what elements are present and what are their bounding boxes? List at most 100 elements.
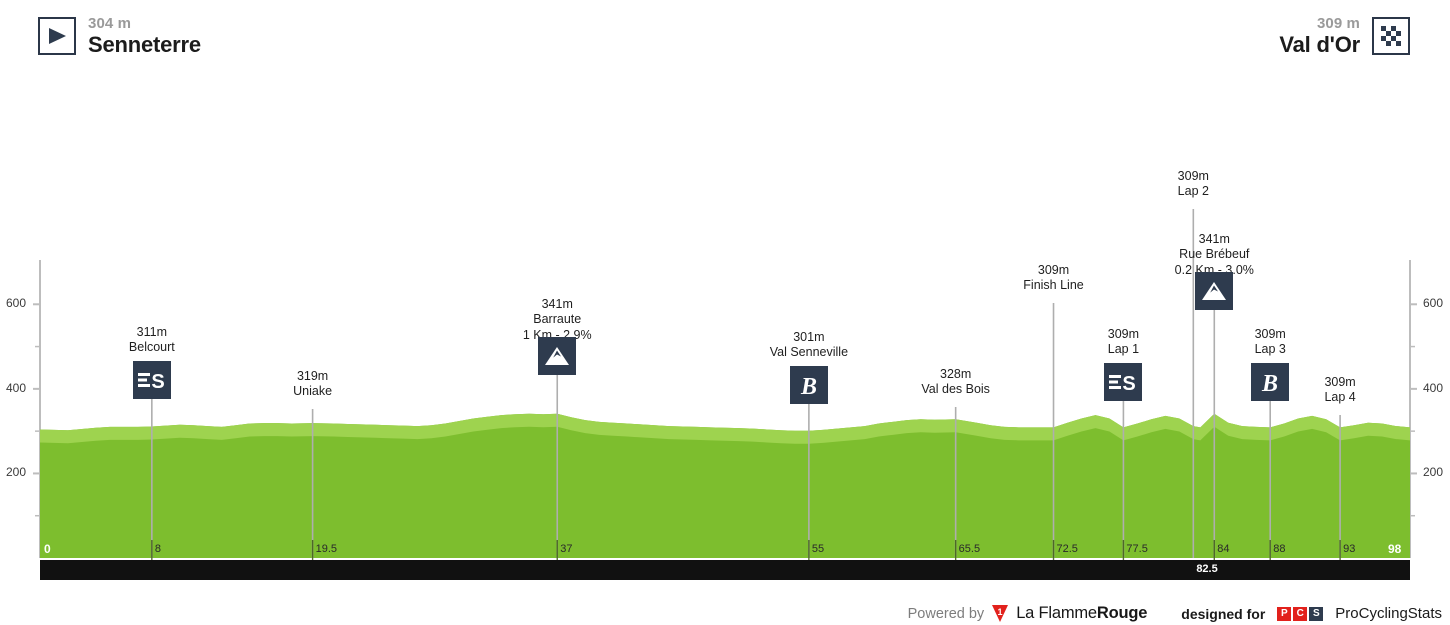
poi-label: 309m Lap 4 xyxy=(1324,375,1355,406)
poi-altitude: 309m xyxy=(1177,169,1209,183)
pcs-name: ProCyclingStats xyxy=(1335,605,1442,622)
poi-badge-mountain[interactable] xyxy=(1195,272,1234,310)
x-axis-label: 72.5 xyxy=(1056,543,1078,555)
finish-altitude: 309 m xyxy=(1316,15,1360,32)
x-axis-label-lap2: 82.5 xyxy=(1196,563,1218,575)
x-axis-label-start: 0 xyxy=(44,542,51,556)
poi-name: Belcourt xyxy=(128,340,175,355)
x-axis-label: 19.5 xyxy=(315,543,338,555)
pcs-chip-s: S xyxy=(1309,606,1324,621)
start-flag-icon xyxy=(38,17,76,56)
x-axis-label: 84 xyxy=(1217,543,1230,555)
mountain-icon xyxy=(545,347,570,365)
poi-name: Uniake xyxy=(293,384,333,399)
designed-for-label: designed for xyxy=(1181,605,1266,622)
stage-finish-header: 309 m Val d'Or xyxy=(1279,15,1410,58)
poi-altitude: 309m xyxy=(1107,327,1140,341)
poi-altitude: 341m xyxy=(1198,232,1230,246)
poi-name: Val des Bois xyxy=(921,382,990,397)
elevation-area xyxy=(40,413,1410,558)
poi-badge-sprint[interactable]: S xyxy=(132,361,171,399)
bonus-seconds-icon: B xyxy=(1261,371,1278,394)
x-axis-label: 37 xyxy=(560,543,573,555)
stage-start-header: 304 m Senneterre xyxy=(38,15,201,58)
poi-label: 309m Lap 1 xyxy=(1108,327,1139,358)
svg-text:B: B xyxy=(1261,371,1278,394)
poi-name: Val Senneville xyxy=(769,345,849,360)
y-axis-label: 600 xyxy=(1423,296,1444,311)
poi-name: Lap 4 xyxy=(1324,390,1356,405)
x-axis-label: 88 xyxy=(1273,543,1286,555)
x-axis-label-end: 98 xyxy=(1388,542,1402,556)
poi-badge-bonus[interactable]: B xyxy=(789,366,828,404)
poi-name: Lap 2 xyxy=(1177,184,1209,199)
poi-label: 301m Val Senneville xyxy=(770,330,848,361)
poi-label: 309m Finish Line xyxy=(1023,263,1083,294)
svg-text:S: S xyxy=(151,371,164,391)
pcs-chip-p: P xyxy=(1277,606,1292,621)
poi-altitude: 311m xyxy=(136,325,167,339)
y-axis-label: 200 xyxy=(1423,465,1444,480)
sprint-icon: S xyxy=(137,371,165,391)
poi-label: 341m Barraute 1 Km - 2.9% xyxy=(523,297,592,343)
poi-altitude: 309m xyxy=(1254,327,1286,341)
x-axis-label: 65.5 xyxy=(958,543,981,555)
poi-badge-bonus[interactable]: B xyxy=(1251,363,1290,401)
y-axis-label: 400 xyxy=(1423,380,1444,395)
bonus-seconds-icon: B xyxy=(800,374,817,397)
poi-badge-mountain[interactable] xyxy=(538,337,577,375)
poi-badge-sprint[interactable]: S xyxy=(1104,363,1143,401)
x-axis-label: 55 xyxy=(811,543,825,555)
flamme-rouge-name: La FlammeRouge xyxy=(1016,604,1147,623)
poi-name: Lap 1 xyxy=(1107,342,1140,357)
checkered-flag-icon xyxy=(1372,17,1410,56)
flamme-rouge-bold-text: Rouge xyxy=(1096,604,1148,622)
poi-altitude: 309m xyxy=(1324,375,1356,389)
x-axis-label: 93 xyxy=(1343,543,1356,555)
elevation-crest-highlight xyxy=(40,413,1410,444)
poi-altitude: 328m xyxy=(940,367,972,381)
flamme-rouge-triangle-icon: 1 xyxy=(992,605,1009,622)
poi-label: 309m Lap 3 xyxy=(1255,327,1286,358)
poi-label: 319m Uniake xyxy=(293,369,332,400)
poi-altitude: 319m xyxy=(296,369,329,383)
y-axis-label: 400 xyxy=(5,380,26,395)
pcs-chip-c: C xyxy=(1293,606,1308,621)
finish-city: Val d'Or xyxy=(1279,32,1360,58)
poi-altitude: 301m xyxy=(793,330,825,344)
svg-text:1: 1 xyxy=(998,607,1003,617)
start-city: Senneterre xyxy=(88,32,201,58)
sprint-icon: S xyxy=(1109,373,1136,393)
y-axis-label: 600 xyxy=(5,296,26,311)
poi-detail: 0.2 Km - 3.0% xyxy=(1174,262,1254,277)
svg-text:S: S xyxy=(1123,373,1136,393)
start-text: 304 m Senneterre xyxy=(88,15,201,58)
poi-label: 309m Lap 2 xyxy=(1178,169,1209,200)
footer-branding: Powered by 1 La FlammeRouge designed for… xyxy=(0,604,1450,623)
poi-altitude: 309m xyxy=(1037,263,1070,277)
x-axis-label: 8 xyxy=(154,543,161,555)
distance-baseline-bar xyxy=(40,560,1410,580)
svg-text:B: B xyxy=(800,374,817,397)
poi-label: 328m Val des Bois xyxy=(921,367,990,398)
y-axis-label: 200 xyxy=(5,465,26,480)
poi-label: 341m Rue Brébeuf 0.2 Km - 3.0% xyxy=(1175,232,1254,278)
finish-text: 309 m Val d'Or xyxy=(1279,15,1360,58)
x-axis-label: 77.5 xyxy=(1126,543,1148,555)
powered-by-label: Powered by xyxy=(907,605,985,622)
mountain-icon xyxy=(1202,282,1227,300)
poi-label: 311m Belcourt xyxy=(129,325,175,356)
flamme-rouge-light-text: La Flamme xyxy=(1016,604,1097,622)
poi-altitude: 341m xyxy=(541,297,573,311)
poi-name: Finish Line xyxy=(1023,278,1084,293)
poi-name: Lap 3 xyxy=(1254,342,1286,357)
flamme-rouge-brand: Powered by 1 La FlammeRouge xyxy=(907,604,1147,623)
poi-name: Rue Brébeuf xyxy=(1179,247,1250,262)
poi-name: Barraute xyxy=(533,312,582,327)
start-altitude: 304 m xyxy=(88,15,132,32)
